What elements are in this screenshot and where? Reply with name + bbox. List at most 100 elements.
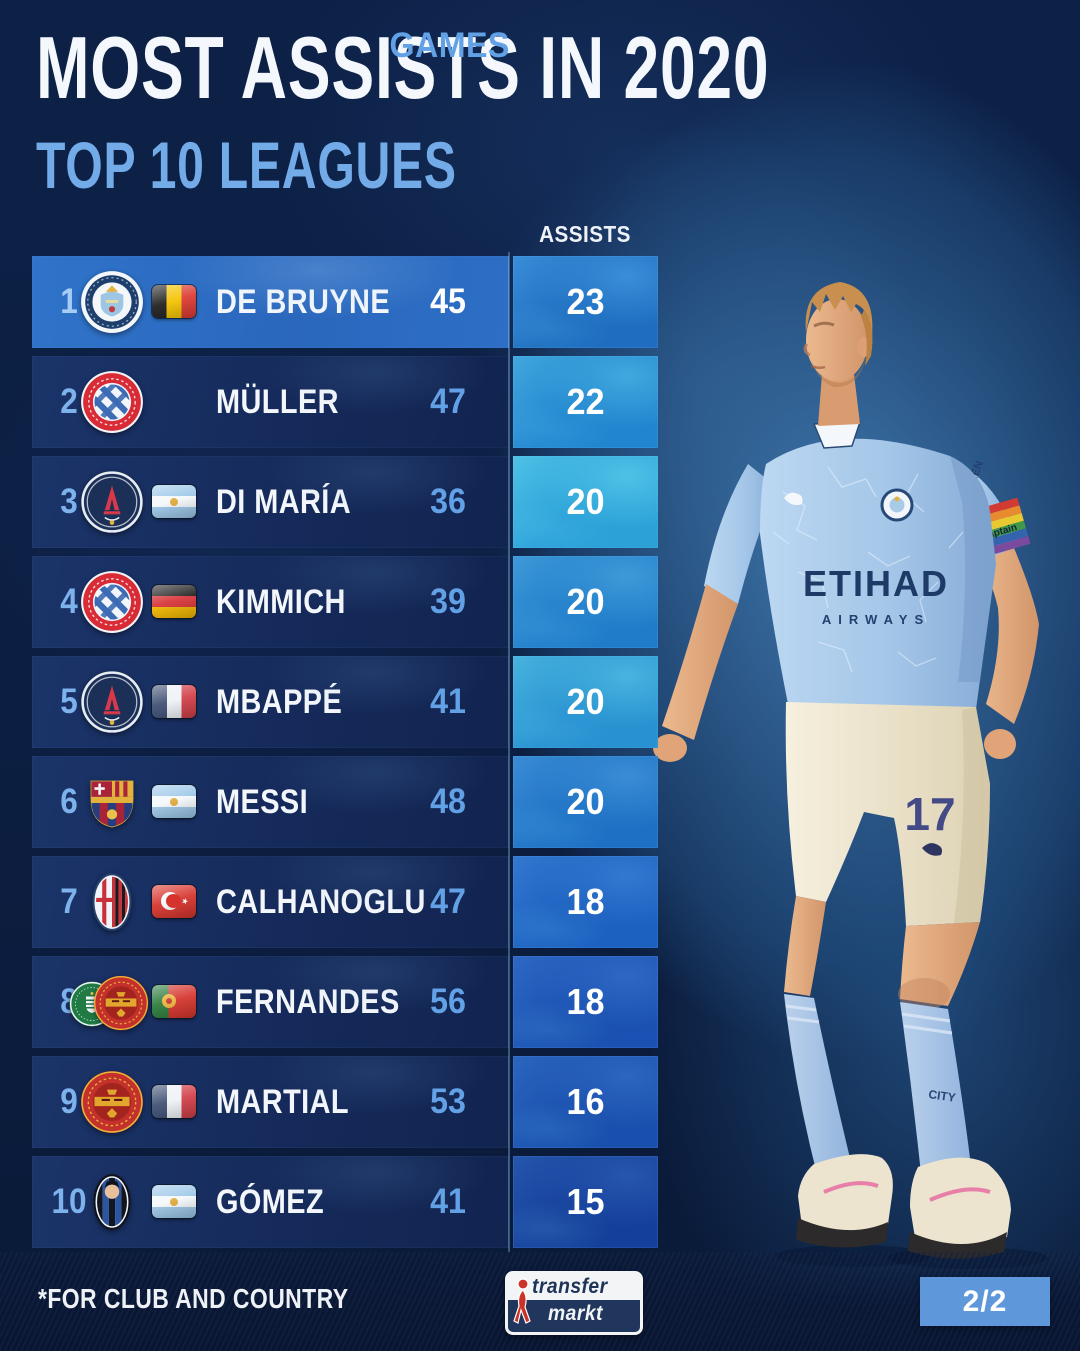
assists-cell: 23 — [508, 252, 658, 352]
club-crest-box — [76, 466, 148, 538]
row-main-cell: 7 CALHANOGLU 47 — [32, 856, 509, 948]
table-row: 5 MBAPPÉ 41 20 — [32, 652, 658, 752]
club-crest-box — [76, 566, 148, 638]
assists-cell: 15 — [508, 1152, 658, 1252]
table-row: 8 FERNANDES 56 18 — [32, 952, 658, 1052]
table-row: 6 MESSI 48 20 — [32, 752, 658, 852]
club-crest-psg — [81, 671, 143, 733]
puma-logo-icon — [784, 492, 803, 506]
flag-france-icon — [152, 1085, 196, 1118]
games-value: 48 — [430, 782, 466, 821]
games-value: 47 — [430, 382, 466, 421]
club-crest-atalanta — [93, 1174, 131, 1230]
footnote: *FOR CLUB AND COUNTRY — [38, 1283, 349, 1314]
games-value: 41 — [430, 682, 466, 721]
assists-value: 20 — [566, 781, 605, 822]
flag-belgium-icon — [152, 285, 196, 318]
jersey-sponsor-text: ETIHAD — [803, 563, 949, 604]
club-crest-box — [76, 866, 148, 938]
player-photo-de-bruyne: captain NEXEN ETIHAD AIRWAYS — [653, 282, 1048, 1269]
player-name: MÜLLER — [216, 383, 339, 421]
player-name: DI MARÍA — [216, 483, 352, 521]
page-subtitle: TOP 10 LEAGUES — [36, 128, 457, 202]
rank-cell: 9 — [60, 1082, 78, 1121]
transfermarkt-logo: transfer markt — [505, 1271, 643, 1335]
table-row: 4 KIMMICH 39 20 — [32, 552, 658, 652]
logo-word-bottom: markt — [548, 1302, 603, 1325]
nation-flag-slot — [152, 785, 196, 818]
player-name: DE BRUYNE — [216, 283, 391, 321]
flag-germany-icon — [152, 585, 196, 618]
flag-portugal-icon — [152, 985, 196, 1018]
nation-flag-slot — [152, 985, 196, 1018]
page-indicator-badge: 2/2 — [920, 1277, 1050, 1326]
games-value: 53 — [430, 1082, 466, 1121]
table-row: 1 DE BRUYNE 45 23 — [32, 252, 658, 352]
row-main-cell: 3 DI MARÍA 36 — [32, 456, 509, 548]
leaderboard-table: 1 DE BRUYNE 45 23 2 MÜLLER 47 22 3 DI MA… — [32, 252, 662, 1256]
column-header-assists: ASSISTS — [539, 221, 631, 247]
games-value: 36 — [430, 482, 466, 521]
club-crest-psg — [81, 471, 143, 533]
assists-value: 20 — [566, 681, 605, 722]
nation-flag-slot — [152, 1185, 196, 1218]
rank-cell: 2 — [60, 382, 78, 421]
table-row: 10 GÓMEZ 41 15 — [32, 1152, 658, 1252]
table-row: 3 DI MARÍA 36 20 — [32, 452, 658, 552]
rank-cell: 1 — [60, 282, 78, 321]
club-crest-box — [76, 266, 148, 338]
sock-label-text: CITY — [928, 1087, 957, 1105]
flag-france-icon — [152, 685, 196, 718]
row-main-cell: 9 MARTIAL 53 — [32, 1056, 509, 1148]
flag-argentina-icon — [152, 485, 196, 518]
club-crest-box — [76, 1166, 148, 1238]
club-crest-bayern — [81, 571, 143, 633]
club-crest-box — [69, 966, 149, 1038]
club-crest-bayern — [81, 371, 143, 433]
page-title: MOST ASSISTS IN 2020 — [36, 18, 770, 117]
assists-cell: 16 — [508, 1052, 658, 1152]
nation-flag-slot — [152, 285, 196, 318]
puma-logo-shorts-icon — [922, 843, 942, 856]
row-main-cell: 5 MBAPPÉ 41 — [32, 656, 509, 748]
flag-turkey-icon — [152, 885, 196, 918]
rank-cell: 4 — [60, 582, 78, 621]
assists-cell: 22 — [508, 352, 658, 452]
club-crest-man-united — [93, 975, 149, 1031]
player-name: KIMMICH — [216, 583, 346, 621]
games-value: 39 — [430, 582, 466, 621]
column-header-games: GAMES — [389, 0, 509, 92]
row-main-cell: 8 FERNANDES 56 — [32, 956, 509, 1048]
assists-cell: 18 — [508, 852, 658, 952]
nation-flag-slot — [152, 485, 196, 518]
assists-cell: 20 — [508, 552, 658, 652]
flag-argentina-icon — [152, 785, 196, 818]
club-crest-box — [76, 366, 148, 438]
games-value: 45 — [430, 282, 466, 321]
club-crest-man-united — [81, 1071, 143, 1133]
assists-value: 23 — [566, 281, 605, 322]
player-name: MESSI — [216, 783, 309, 821]
assists-cell: 20 — [508, 452, 658, 552]
player-name: FERNANDES — [216, 983, 400, 1021]
games-value: 41 — [430, 1182, 466, 1221]
player-name: GÓMEZ — [216, 1183, 325, 1221]
assists-cell: 18 — [508, 952, 658, 1052]
club-crest-man-city — [81, 271, 143, 333]
transfermarkt-figure-icon — [513, 1278, 531, 1324]
assists-value: 16 — [566, 1081, 605, 1122]
assists-value: 22 — [566, 381, 605, 422]
club-crest-milan — [92, 873, 132, 931]
assists-value: 20 — [566, 581, 605, 622]
assists-cell: 20 — [508, 752, 658, 852]
games-value: 47 — [430, 882, 466, 921]
rank-cell: 10 — [51, 1182, 87, 1221]
player-name: MARTIAL — [216, 1083, 349, 1121]
row-main-cell: 10 GÓMEZ 41 — [32, 1156, 509, 1248]
assists-value: 18 — [566, 981, 605, 1022]
assists-value: 15 — [566, 1181, 605, 1222]
club-crest-barcelona — [90, 780, 134, 828]
player-name: CALHANOGLU — [216, 883, 426, 921]
rank-cell: 7 — [60, 882, 78, 921]
